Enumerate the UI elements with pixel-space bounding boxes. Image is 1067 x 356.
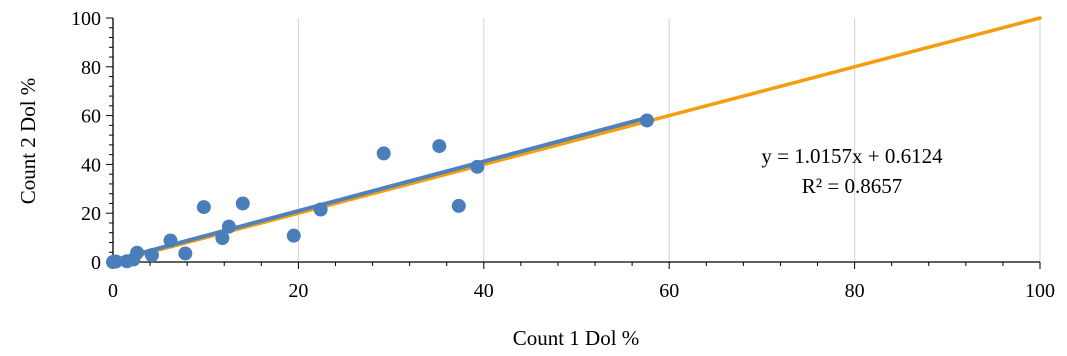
y-tick-label: 20	[81, 203, 101, 225]
tick-labels: 0 20 40 60 80 100 0 20 40 60 80 100	[71, 8, 1055, 302]
data-point	[221, 219, 236, 234]
x-tick-label: 80	[845, 280, 865, 302]
x-tick-label: 100	[1025, 280, 1055, 302]
reference-lines	[111, 16, 1042, 264]
x-tick-label: 60	[659, 280, 679, 302]
trendline-equation: y = 1.0157x + 0.6124	[761, 144, 943, 168]
y-tick-label: 40	[81, 154, 101, 176]
data-point	[196, 200, 211, 215]
x-tick-label: 0	[108, 280, 118, 302]
trendline	[111, 115, 649, 263]
data-point	[639, 113, 654, 128]
gridlines	[297, 18, 1041, 262]
data-point	[451, 198, 466, 213]
data-point	[215, 231, 230, 246]
x-tick-label: 20	[288, 280, 308, 302]
data-point	[470, 159, 485, 174]
y-tick-label: 60	[81, 106, 101, 128]
one-to-one-line	[111, 16, 1042, 264]
r-squared-label: R² = 0.8657	[802, 174, 902, 198]
data-point	[163, 233, 178, 248]
data-point	[144, 248, 159, 263]
data-point	[108, 254, 123, 269]
x-tick-label: 40	[474, 280, 494, 302]
data-point	[178, 246, 193, 261]
x-axis-title: Count 1 Dol %	[513, 326, 640, 350]
data-point	[130, 245, 145, 260]
data-point	[313, 202, 328, 217]
axes	[106, 17, 1041, 269]
data-point	[286, 228, 301, 243]
data-point	[376, 146, 391, 161]
y-tick-label: 80	[81, 57, 101, 79]
data-point	[432, 139, 447, 154]
data-point	[235, 196, 250, 211]
y-tick-label: 0	[91, 252, 101, 274]
y-axis-title: Count 2 Dol %	[16, 78, 40, 205]
data-points	[106, 113, 654, 269]
y-tick-label: 100	[71, 8, 101, 30]
